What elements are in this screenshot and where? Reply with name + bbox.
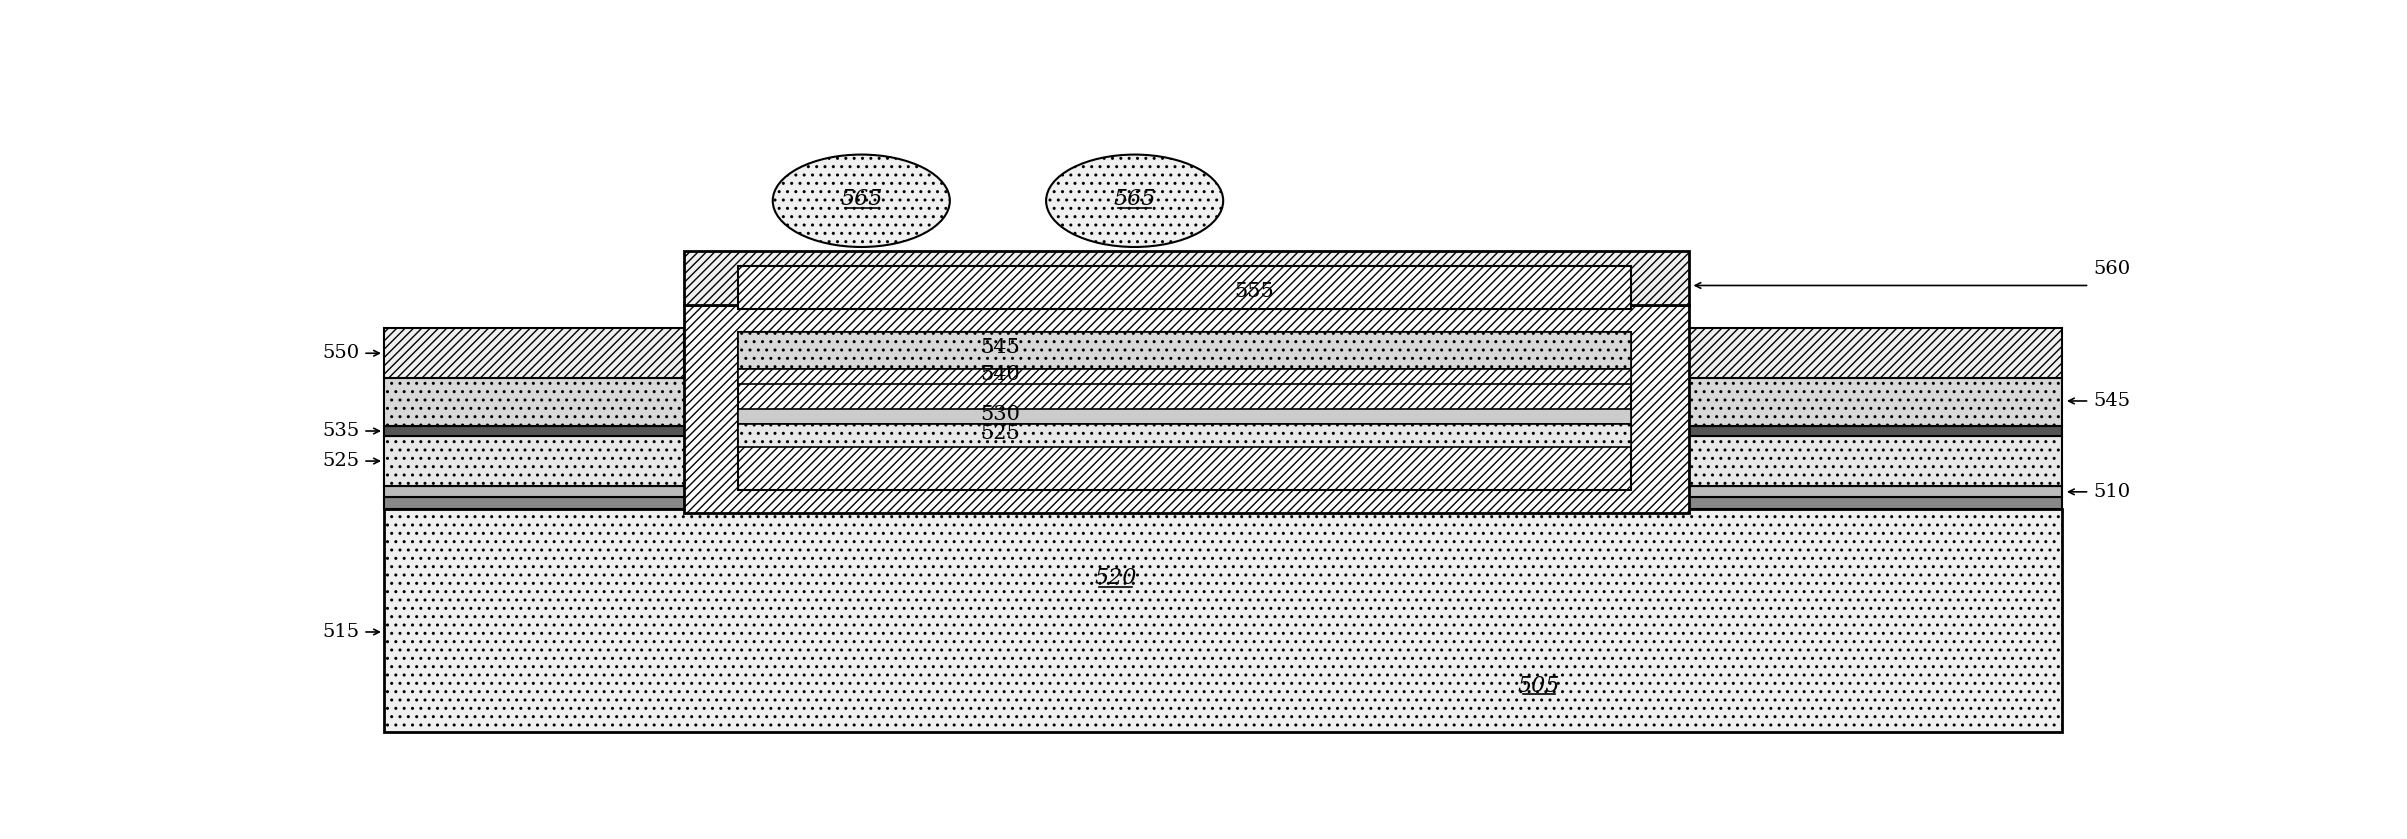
Bar bbox=[383, 486, 2063, 498]
Text: 525: 525 bbox=[980, 424, 1021, 443]
Text: 520: 520 bbox=[1095, 567, 1136, 589]
Text: 505: 505 bbox=[1519, 675, 1560, 697]
Bar bbox=[739, 409, 1632, 424]
Bar bbox=[739, 424, 1632, 447]
Bar bbox=[684, 305, 1690, 513]
Text: 510: 510 bbox=[2094, 482, 2130, 501]
Bar bbox=[739, 331, 1632, 368]
Text: 515: 515 bbox=[323, 623, 359, 641]
Bar bbox=[739, 266, 1632, 309]
Text: 555: 555 bbox=[1235, 282, 1273, 301]
Bar bbox=[739, 368, 1632, 384]
Text: 545: 545 bbox=[2094, 392, 2130, 410]
Bar bbox=[383, 508, 2063, 732]
Text: 550: 550 bbox=[323, 344, 359, 362]
Text: 560: 560 bbox=[2094, 259, 2130, 278]
Bar bbox=[383, 498, 2063, 508]
Bar bbox=[383, 425, 2063, 435]
Bar bbox=[383, 435, 2063, 486]
Bar bbox=[383, 328, 684, 378]
Ellipse shape bbox=[773, 154, 951, 247]
Text: 545: 545 bbox=[980, 337, 1021, 357]
Ellipse shape bbox=[1047, 154, 1223, 247]
Text: 525: 525 bbox=[323, 452, 359, 470]
Bar bbox=[684, 251, 1690, 305]
Text: 535: 535 bbox=[323, 422, 359, 440]
Bar bbox=[383, 378, 2063, 425]
Text: 565: 565 bbox=[840, 188, 883, 211]
Text: 565: 565 bbox=[1114, 188, 1155, 211]
Bar bbox=[1690, 328, 2063, 378]
Text: 530: 530 bbox=[980, 405, 1021, 425]
Bar bbox=[739, 331, 1632, 489]
Text: 540: 540 bbox=[980, 365, 1021, 384]
